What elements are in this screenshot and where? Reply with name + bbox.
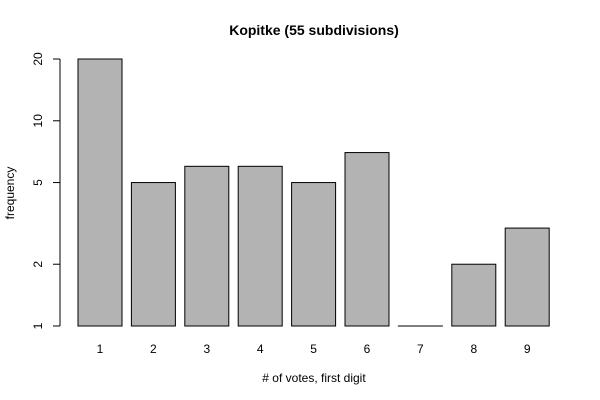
bar-1	[77, 58, 123, 327]
x-tick-label: 9	[524, 342, 531, 356]
x-tick-label: 7	[417, 342, 424, 356]
x-tick-label: 3	[203, 342, 210, 356]
bar-3	[184, 165, 230, 327]
bar-4	[237, 165, 283, 327]
y-tick-label: 20	[31, 52, 45, 66]
bar-9	[504, 227, 550, 327]
bar-5	[291, 182, 337, 327]
y-tick-label: 10	[31, 114, 45, 128]
y-tick-label: 2	[31, 261, 45, 268]
x-tick-label: 4	[257, 342, 264, 356]
bar-6	[344, 152, 390, 327]
x-tick-label: 1	[97, 342, 104, 356]
bars-group	[77, 58, 550, 327]
bar-2	[130, 182, 176, 327]
x-tick-label: 6	[364, 342, 371, 356]
x-tick-label: 2	[150, 342, 157, 356]
y-tick-label: 5	[31, 179, 45, 186]
y-axis: 1 2 5 10 20	[31, 52, 61, 329]
y-axis-label: frequency	[3, 167, 17, 220]
bar-8	[451, 263, 497, 327]
x-tick-label: 8	[470, 342, 477, 356]
chart-title: Kopitke (55 subdivisions)	[229, 22, 399, 38]
x-tick-label: 5	[310, 342, 317, 356]
x-axis-labels: 1 2 3 4 5 6 7 8 9	[97, 342, 531, 356]
y-tick-label: 1	[31, 322, 45, 329]
x-axis-label: # of votes, first digit	[262, 371, 366, 385]
